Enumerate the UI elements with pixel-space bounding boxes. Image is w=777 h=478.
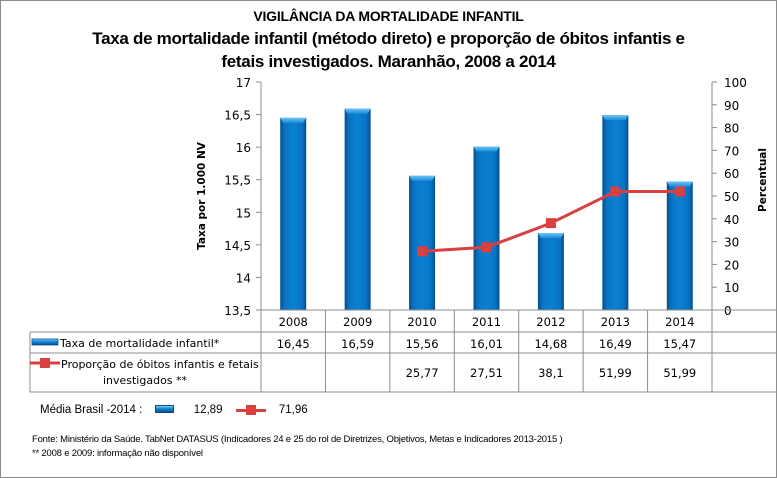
chart-title-line2: fetais investigados. Maranhão, 2008 a 20…	[221, 52, 556, 71]
bar-highlight	[666, 181, 693, 187]
proporcao-data-label: 27,51	[470, 366, 503, 380]
y-right-tick-label: 0	[724, 304, 732, 318]
line-legend-marker-icon	[235, 404, 266, 415]
y-right-tick-label: 90	[724, 99, 739, 113]
taxa-data-label: 15,47	[663, 337, 696, 351]
bar-2014	[666, 181, 693, 310]
proporcao-data-label: 25,77	[406, 366, 439, 380]
category-label: 2013	[601, 315, 630, 329]
category-label: 2009	[343, 315, 372, 329]
bar-body	[409, 175, 436, 310]
y-right-tick-label: 60	[724, 167, 739, 181]
brasil-average-label: Média Brasil -2014 :	[40, 404, 143, 416]
bar-body	[666, 181, 693, 310]
bar-highlight	[344, 108, 371, 114]
bar-2013	[602, 115, 629, 310]
taxa-legend-swatch-icon	[31, 338, 59, 346]
proporcao-series-name-line2: investigados **	[103, 374, 188, 387]
proporcao-data-label: 38,1	[538, 366, 564, 380]
proporcao-legend-marker-icon	[40, 358, 50, 368]
y-right-tick-label: 100	[724, 76, 747, 90]
bar-body	[537, 233, 564, 310]
source-note: Fonte: Ministério da Saúde. TabNet DATAS…	[32, 434, 563, 445]
bar-2012	[537, 233, 564, 310]
brasil-average-row: Média Brasil -2014 : 12,89 71,96	[40, 404, 308, 416]
category-label: 2010	[407, 315, 436, 329]
taxa-data-label: 16,49	[599, 337, 632, 351]
taxa-series-name: Taxa de mortalidade infantil*	[59, 337, 220, 350]
y-left-tick-label: 17	[236, 76, 251, 90]
y-left-axis-label: Taxa por 1.000 NV	[196, 141, 208, 250]
taxa-data-label: 16,59	[341, 337, 374, 351]
y-left-tick-label: 15	[236, 206, 251, 220]
y-left-tick-label: 16,5	[224, 109, 251, 123]
chart-title-line1: Taxa de mortalidade infantil (método dir…	[92, 29, 685, 48]
y-right-tick-label: 20	[724, 258, 739, 272]
brasil-average-proporcao: 71,96	[278, 404, 308, 416]
y-right-tick-label: 30	[724, 236, 739, 250]
taxa-data-label: 16,45	[277, 337, 310, 351]
proporcao-data-label: 51,99	[663, 366, 696, 380]
bar-highlight	[602, 115, 629, 121]
brasil-average-taxa: 12,89	[193, 404, 223, 416]
y-right-axis-label: Percentual	[757, 148, 769, 212]
proporcao-point	[610, 186, 621, 197]
chart-title: Taxa de mortalidade infantil (método dir…	[0, 27, 777, 73]
taxa-data-label: 14,68	[534, 337, 567, 351]
bar-body	[280, 117, 307, 310]
proporcao-point	[674, 186, 685, 197]
bar-body	[344, 108, 371, 310]
taxa-data-label: 15,56	[406, 337, 439, 351]
y-right-tick-label: 70	[724, 144, 739, 158]
bar-highlight	[473, 146, 500, 152]
y-left-tick-label: 16	[236, 141, 251, 155]
category-label: 2012	[536, 315, 565, 329]
category-label: 2011	[472, 315, 501, 329]
taxa-data-label: 16,01	[470, 337, 503, 351]
bar-body	[602, 115, 629, 310]
category-label: 2014	[665, 315, 694, 329]
bar-2011	[473, 146, 500, 310]
y-left-tick-label: 14	[236, 271, 251, 285]
y-left-tick-label: 13,5	[224, 304, 251, 318]
proporcao-point	[481, 242, 492, 253]
bar-2008	[280, 117, 307, 310]
bar-highlight	[280, 117, 307, 123]
proporcao-series-name-line1: Proporção de óbitos infantis e fetais	[61, 358, 259, 371]
availability-note: ** 2008 e 2009: informação não disponíve…	[32, 448, 203, 459]
proporcao-point	[417, 246, 428, 257]
y-right-tick-label: 50	[724, 190, 739, 204]
bar-legend-swatch-icon	[155, 405, 175, 414]
bar-2009	[344, 108, 371, 310]
proporcao-data-label: 51,99	[599, 366, 632, 380]
bar-highlight	[537, 233, 564, 239]
y-right-tick-label: 80	[724, 122, 739, 136]
y-left-tick-label: 15,5	[224, 174, 251, 188]
y-left-tick-label: 14,5	[224, 239, 251, 253]
y-right-tick-label: 40	[724, 213, 739, 227]
y-right-tick-label: 10	[724, 281, 739, 295]
bar-highlight	[409, 175, 436, 181]
bar-2010	[409, 175, 436, 310]
chart-supertitle: VIGILÂNCIA DA MORTALIDADE INFANTIL	[253, 8, 524, 24]
category-label: 2008	[279, 315, 308, 329]
bar-body	[473, 146, 500, 310]
proporcao-point	[545, 218, 556, 229]
